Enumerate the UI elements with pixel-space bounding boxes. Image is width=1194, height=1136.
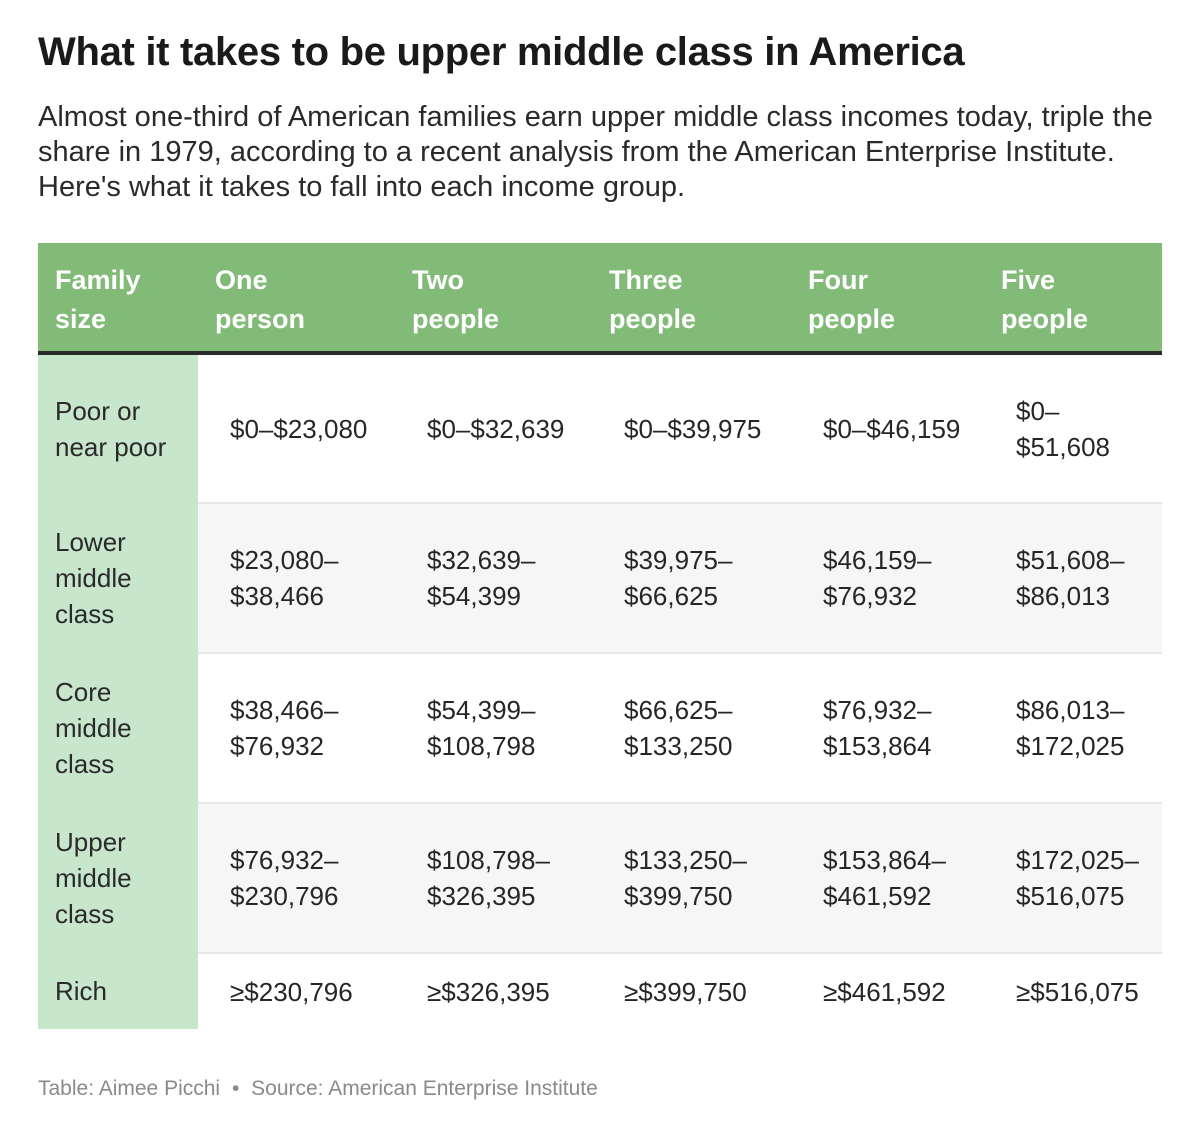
table-cell: $76,932–$153,864 [791, 653, 984, 804]
table-cell: $0–$23,080 [198, 353, 395, 504]
table-cell: $32,639–$54,399 [395, 503, 592, 654]
column-header: Five people [984, 243, 1162, 355]
table-cell: $51,608–$86,013 [984, 503, 1162, 654]
income-table: Family size One person Two people Three … [38, 243, 1162, 1029]
row-label: Core middle class [38, 653, 198, 803]
table-credit: Table: Aimee Picchi [38, 1077, 221, 1100]
table-cell: $76,932–$230,796 [198, 803, 395, 954]
column-header: Four people [791, 243, 984, 355]
table-cell: $172,025–$516,075 [984, 803, 1162, 954]
table-cell: $153,864–$461,592 [791, 803, 984, 954]
footer-credits: Table: Aimee Picchi • Source: American E… [38, 1076, 598, 1102]
table-cell: ≥$516,075 [1016, 976, 1139, 1007]
column-header: One person [198, 243, 395, 355]
table-header-row: Family size One person Two people Three … [38, 243, 1162, 355]
table-cell: ≥$399,750 [624, 976, 747, 1007]
table-cell: $23,080–$38,466 [198, 503, 395, 654]
table-cell: $46,159–$76,932 [791, 503, 984, 654]
separator-dot: • [231, 1077, 240, 1100]
chart-title: What it takes to be upper middle class i… [38, 30, 965, 74]
table-cell: $86,013–$172,025 [984, 653, 1162, 804]
row-label: Lower middle class [38, 503, 198, 653]
table-cell: $0–$51,608 [984, 353, 1162, 504]
row-label: Upper middle class [38, 803, 198, 953]
table-cell: $66,625–$133,250 [592, 653, 791, 804]
table-cell: $0–$39,975 [592, 353, 791, 504]
table-cell: $108,798–$326,395 [395, 803, 592, 954]
chart-subtitle: Almost one-third of American families ea… [38, 101, 1153, 203]
row-label: Rich [38, 953, 198, 1029]
table-row: Core middle class $38,466–$76,932 $54,39… [38, 653, 1162, 804]
table-row: Upper middle class $76,932–$230,796 $108… [38, 803, 1162, 954]
table-row: Poor or near poor $0–$23,080 $0–$32,639 … [38, 353, 1162, 504]
table-cell: $0–$46,159 [791, 353, 984, 504]
column-header: Family size [38, 243, 198, 355]
table-cell: ≥$326,395 [427, 976, 550, 1007]
table-cell: $133,250–$399,750 [592, 803, 791, 954]
table-row: Rich ≥$230,796 ≥$326,395 ≥$399,750 ≥$461… [38, 953, 1162, 1029]
table-cell: $0–$32,639 [395, 353, 592, 504]
table-row: Lower middle class $23,080–$38,466 $32,6… [38, 503, 1162, 654]
column-header: Three people [592, 243, 791, 355]
column-header: Two people [395, 243, 592, 355]
table-cell: $54,399–$108,798 [395, 653, 592, 804]
table-cell: $38,466–$76,932 [198, 653, 395, 804]
table-cell: ≥$461,592 [823, 976, 946, 1007]
table-cell: ≥$230,796 [230, 976, 353, 1007]
table-cell: $39,975–$66,625 [592, 503, 791, 654]
row-label: Poor or near poor [38, 353, 198, 503]
source-note: Source: American Enterprise Institute [251, 1077, 598, 1100]
